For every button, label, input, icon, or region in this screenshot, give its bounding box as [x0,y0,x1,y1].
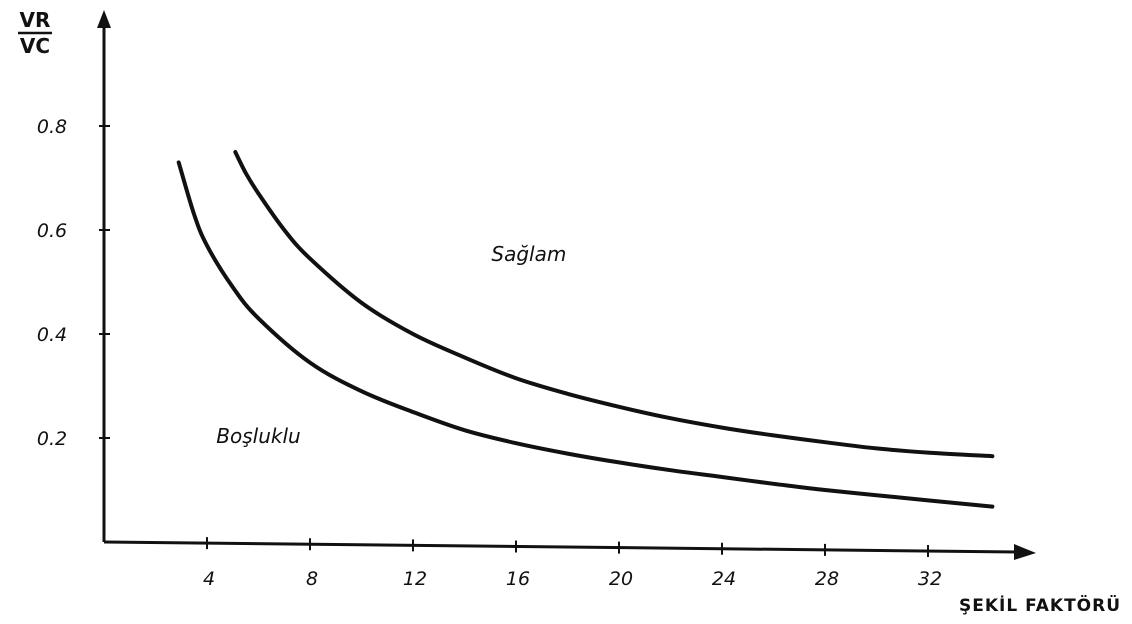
x-tick-label: 4 [203,568,215,590]
y-tick-label: 0.2 [37,428,67,450]
series-curve-1 [176,160,995,509]
y-tick-label: 0.6 [37,220,67,242]
series [176,150,995,509]
x-axis-line [103,540,1021,554]
y-tick-label: 0.4 [37,324,67,346]
x-axis-label: ŞEKİL FAKTÖRÜ [959,594,1121,616]
y-tick-label: 0.8 [37,116,67,138]
x-axis-arrow [1014,544,1036,560]
x-tick-label: 8 [306,568,318,590]
x-tick-label: 32 [918,568,942,590]
y-axis-arrow [97,10,111,28]
y-axis-label-denominator: VC [20,34,50,58]
x-tick-label: 12 [403,568,427,590]
x-tick-label: 16 [506,568,530,590]
axes [97,10,1036,560]
x-tick-label: 24 [712,568,736,590]
region-annotation: Boşluklu [216,424,300,448]
y-axis-label-numerator: VR [20,8,51,32]
x-tick-label: 28 [815,568,839,590]
ticks: 4 8 12 16 20 24 28 32 0.2 0.4 0.6 0.8 [37,116,942,590]
x-tick-label: 20 [609,568,633,590]
labels: VR VC ŞEKİL FAKTÖRÜ Sağlam Boşluklu [18,8,1121,616]
region-annotation: Sağlam [491,242,566,266]
series-curve-2 [233,150,995,459]
